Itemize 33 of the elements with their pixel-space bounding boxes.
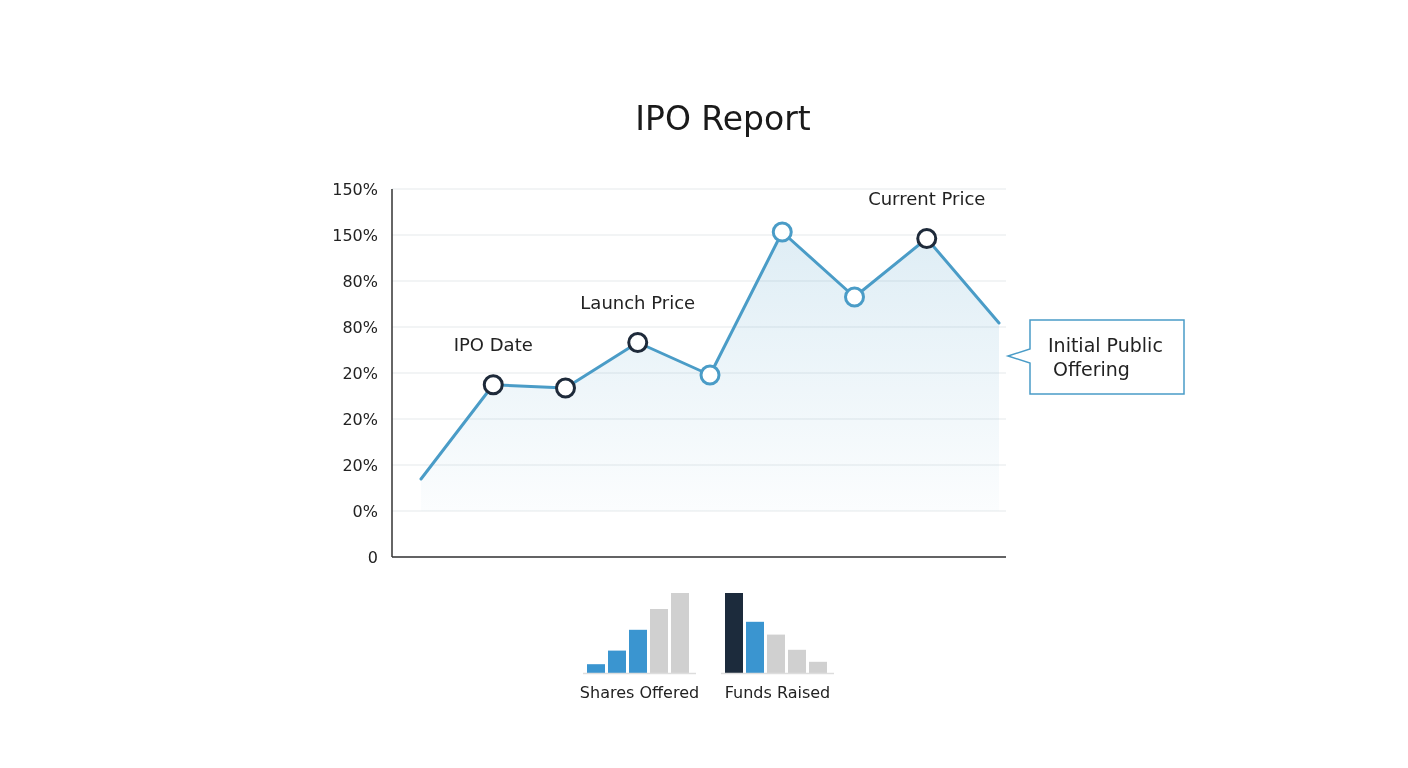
bar	[629, 629, 647, 673]
category-label: 20%	[342, 455, 378, 475]
bar	[746, 621, 764, 673]
category-label: 80%	[342, 317, 378, 337]
category-label: 80%	[342, 271, 378, 291]
text: Initial Public Offering	[1048, 334, 1163, 380]
category-label: 150%	[332, 179, 378, 199]
point	[699, 364, 721, 386]
point	[627, 332, 649, 353]
category-label: 150%	[332, 225, 378, 245]
x-axis-title: Shares Offered	[579, 683, 700, 702]
bar	[608, 650, 626, 673]
point	[771, 221, 793, 243]
bar	[671, 593, 689, 673]
category-label: 0	[367, 547, 378, 567]
point	[916, 228, 938, 249]
category-label: 0%	[352, 501, 378, 521]
category-label: 20%	[342, 363, 378, 383]
x-axis-title: Funds Raised	[724, 683, 831, 702]
bar	[767, 634, 785, 673]
bar	[650, 609, 668, 673]
annotation: Launch Price	[580, 291, 696, 313]
point	[482, 374, 504, 396]
text: Current Price	[868, 187, 986, 209]
chart-title: IPO Report	[635, 99, 811, 138]
category-label: 20%	[342, 409, 378, 429]
bar	[587, 664, 605, 673]
bar	[809, 661, 827, 673]
annotation: IPO Date	[453, 333, 533, 355]
point	[555, 377, 576, 399]
point	[844, 286, 865, 308]
bar	[788, 649, 806, 673]
bar	[725, 593, 743, 673]
